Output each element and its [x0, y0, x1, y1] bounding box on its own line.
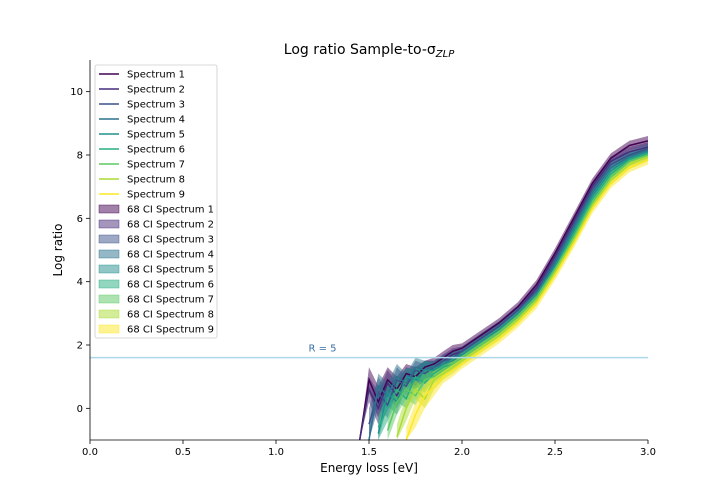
y-tick-label: 4: [77, 277, 83, 288]
legend-label-spectrum-6: Spectrum 6: [127, 145, 185, 156]
series-line-spectrum-7: [386, 154, 648, 431]
legend-label-spectrum-9: Spectrum 9: [127, 190, 185, 201]
legend-swatch-68-ci-spectrum-8: [98, 309, 120, 319]
legend-label-68-ci-spectrum-2: 68 CI Spectrum 2: [127, 220, 214, 231]
x-tick-label: 2.5: [547, 447, 563, 458]
legend-swatch-68-ci-spectrum-7: [98, 294, 120, 304]
x-tick-label: 1.5: [361, 447, 377, 458]
legend-label-68-ci-spectrum-4: 68 CI Spectrum 4: [127, 250, 214, 261]
y-tick-label: 6: [77, 214, 83, 225]
legend-label-spectrum-4: Spectrum 4: [127, 115, 185, 126]
spectrum-lines: [358, 140, 648, 440]
series-line-spectrum-9: [405, 159, 648, 440]
x-tick-label: 2.0: [454, 447, 470, 458]
x-ticks: 0.0 0.5 1.0 1.5 2.0 2.5 3.0: [82, 440, 656, 458]
legend-label-spectrum-5: Spectrum 5: [127, 130, 185, 141]
legend-label-68-ci-spectrum-7: 68 CI Spectrum 7: [127, 295, 214, 306]
legend-label-68-ci-spectrum-8: 68 CI Spectrum 8: [127, 310, 214, 321]
y-tick-label: 10: [70, 87, 83, 98]
y-ticks: 0 2 4 6 8 10: [70, 87, 90, 415]
legend-swatch-68-ci-spectrum-3: [98, 234, 120, 244]
legend-label-68-ci-spectrum-5: 68 CI Spectrum 5: [127, 265, 214, 276]
legend-swatch-68-ci-spectrum-1: [98, 204, 120, 214]
series-line-spectrum-3: [368, 147, 648, 425]
y-tick-label: 8: [77, 151, 83, 162]
chart-title-main: Log ratio Sample-to-σ: [284, 42, 436, 58]
legend-swatch-68-ci-spectrum-9: [98, 324, 120, 334]
legend-label-68-ci-spectrum-3: 68 CI Spectrum 3: [127, 235, 214, 246]
x-tick-label: 0.0: [82, 447, 98, 458]
y-tick-label: 2: [77, 341, 83, 352]
x-tick-label: 3.0: [640, 447, 656, 458]
legend-label-spectrum-2: Spectrum 2: [127, 85, 185, 96]
reference-line-label: R = 5: [308, 344, 336, 355]
series-line-spectrum-5: [377, 151, 648, 434]
legend: Spectrum 1 Spectrum 2 Spectrum 3 Spectrum 4…: [94, 64, 218, 339]
legend-label-spectrum-1: Spectrum 1: [127, 70, 185, 81]
legend-box: [94, 64, 218, 339]
legend-swatch-68-ci-spectrum-5: [98, 264, 120, 274]
legend-label-spectrum-8: Spectrum 8: [127, 175, 185, 186]
chart-title: Log ratio Sample-to-σZLP: [284, 42, 455, 60]
legend-items: Spectrum 1 Spectrum 2 Spectrum 3 Spectrum 4…: [98, 70, 214, 336]
series-line-spectrum-2: [358, 146, 648, 440]
reference-line-group: R = 5: [90, 344, 648, 359]
x-tick-label: 0.5: [175, 447, 191, 458]
legend-label-spectrum-7: Spectrum 7: [127, 160, 185, 171]
legend-swatch-68-ci-spectrum-6: [98, 279, 120, 289]
legend-label-68-ci-spectrum-9: 68 CI Spectrum 9: [127, 325, 214, 336]
y-tick-label: 0: [77, 404, 83, 415]
legend-swatch-68-ci-spectrum-4: [98, 249, 120, 259]
legend-label-spectrum-3: Spectrum 3: [127, 100, 185, 111]
y-axis-label: Log ratio: [51, 224, 65, 277]
x-tick-label: 1.0: [268, 447, 284, 458]
legend-label-68-ci-spectrum-1: 68 CI Spectrum 1: [127, 205, 214, 216]
legend-swatch-68-ci-spectrum-2: [98, 219, 120, 229]
ci-band-68-ci-spectrum-8: [396, 151, 648, 440]
legend-label-68-ci-spectrum-6: 68 CI Spectrum 6: [127, 280, 214, 291]
x-axis-label: Energy loss [eV]: [320, 461, 418, 475]
chart-title-subscript: ZLP: [435, 49, 455, 60]
